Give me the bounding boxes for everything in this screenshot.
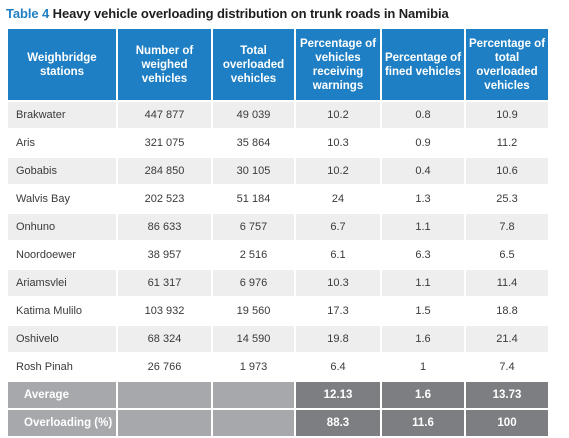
station-cell: Onhuno [8,214,116,240]
station-cell: Noordoewer [8,242,116,268]
col-header-overloaded: Total overloaded vehicles [213,29,294,100]
total-overloaded-pct-cell: 6.5 [466,242,548,268]
table-row: Onhuno 86 633 6 757 6.7 1.1 7.8 [8,214,548,240]
average-fined-pct: 1.6 [382,382,464,408]
weighed-cell: 284 850 [118,158,211,184]
weighed-cell: 61 317 [118,270,211,296]
weighed-cell: 38 957 [118,242,211,268]
overloading-blank-cell [213,410,294,436]
warnings-pct-cell: 6.7 [296,214,380,240]
station-cell: Ariamsvlei [8,270,116,296]
weighed-cell: 26 766 [118,354,211,380]
header-row: Weighbridge stations Number of weighed v… [8,29,548,100]
average-total-overloaded-pct: 13.73 [466,382,548,408]
fined-pct-cell: 1.3 [382,186,464,212]
warnings-pct-cell: 6.4 [296,354,380,380]
fined-pct-cell: 6.3 [382,242,464,268]
weighed-cell: 86 633 [118,214,211,240]
col-header-total-overloaded-pct: Percentage of total overloaded vehicles [466,29,548,100]
overloaded-cell: 19 560 [213,298,294,324]
total-overloaded-pct-cell: 21.4 [466,326,548,352]
table-number: Table 4 [6,6,50,21]
table-row: Aris 321 075 35 864 10.3 0.9 11.2 [8,130,548,156]
station-cell: Walvis Bay [8,186,116,212]
fined-pct-cell: 0.8 [382,102,464,128]
table-row: Walvis Bay 202 523 51 184 24 1.3 25.3 [8,186,548,212]
total-overloaded-pct-cell: 10.9 [466,102,548,128]
table-row: Ariamsvlei 61 317 6 976 10.3 1.1 11.4 [8,270,548,296]
fined-pct-cell: 1.6 [382,326,464,352]
table-row: Brakwater 447 877 49 039 10.2 0.8 10.9 [8,102,548,128]
station-cell: Aris [8,130,116,156]
table-row: Katima Mulilo 103 932 19 560 17.3 1.5 18… [8,298,548,324]
warnings-pct-cell: 17.3 [296,298,380,324]
overloading-pct-row: Overloading (%) 88.3 11.6 100 [8,410,548,436]
fined-pct-cell: 0.4 [382,158,464,184]
overloading-warnings-pct: 88.3 [296,410,380,436]
table-caption: Table 4 Heavy vehicle overloading distri… [6,6,449,21]
col-header-station: Weighbridge stations [8,29,116,100]
average-blank-cell [118,382,211,408]
table-title: Heavy vehicle overloading distribution o… [52,6,449,21]
weighed-cell: 68 324 [118,326,211,352]
station-cell: Katima Mulilo [8,298,116,324]
fined-pct-cell: 1.5 [382,298,464,324]
total-overloaded-pct-cell: 11.2 [466,130,548,156]
col-header-warnings-pct: Percentage of vehicles receiving warning… [296,29,380,100]
total-overloaded-pct-cell: 10.6 [466,158,548,184]
overloading-fined-pct: 11.6 [382,410,464,436]
average-label: Average [8,382,116,408]
fined-pct-cell: 1 [382,354,464,380]
overloaded-cell: 49 039 [213,102,294,128]
total-overloaded-pct-cell: 11.4 [466,270,548,296]
fined-pct-cell: 1.1 [382,270,464,296]
fined-pct-cell: 0.9 [382,130,464,156]
col-header-weighed: Number of weighed vehicles [118,29,211,100]
overloaded-cell: 2 516 [213,242,294,268]
table-row: Rosh Pinah 26 766 1 973 6.4 1 7.4 [8,354,548,380]
table-row: Noordoewer 38 957 2 516 6.1 6.3 6.5 [8,242,548,268]
col-header-fined-pct: Percentage of fined vehicles [382,29,464,100]
weighed-cell: 103 932 [118,298,211,324]
overloaded-cell: 1 973 [213,354,294,380]
overloading-table: Weighbridge stations Number of weighed v… [6,27,550,438]
weighed-cell: 447 877 [118,102,211,128]
warnings-pct-cell: 24 [296,186,380,212]
fined-pct-cell: 1.1 [382,214,464,240]
average-warnings-pct: 12.13 [296,382,380,408]
table-row: Oshivelo 68 324 14 590 19.8 1.6 21.4 [8,326,548,352]
total-overloaded-pct-cell: 18.8 [466,298,548,324]
overloading-total-pct: 100 [466,410,548,436]
total-overloaded-pct-cell: 25.3 [466,186,548,212]
overloaded-cell: 35 864 [213,130,294,156]
overloading-pct-label: Overloading (%) [8,410,116,436]
weighed-cell: 321 075 [118,130,211,156]
warnings-pct-cell: 10.3 [296,130,380,156]
total-overloaded-pct-cell: 7.4 [466,354,548,380]
overloading-blank-cell [118,410,211,436]
station-cell: Brakwater [8,102,116,128]
warnings-pct-cell: 10.2 [296,158,380,184]
station-cell: Oshivelo [8,326,116,352]
station-cell: Gobabis [8,158,116,184]
warnings-pct-cell: 10.2 [296,102,380,128]
average-blank-cell [213,382,294,408]
overloaded-cell: 6 976 [213,270,294,296]
table-row: Gobabis 284 850 30 105 10.2 0.4 10.6 [8,158,548,184]
weighed-cell: 202 523 [118,186,211,212]
overloaded-cell: 6 757 [213,214,294,240]
station-cell: Rosh Pinah [8,354,116,380]
warnings-pct-cell: 10.3 [296,270,380,296]
total-overloaded-pct-cell: 7.8 [466,214,548,240]
warnings-pct-cell: 6.1 [296,242,380,268]
overloaded-cell: 30 105 [213,158,294,184]
average-row: Average 12.13 1.6 13.73 [8,382,548,408]
overloaded-cell: 14 590 [213,326,294,352]
warnings-pct-cell: 19.8 [296,326,380,352]
overloaded-cell: 51 184 [213,186,294,212]
